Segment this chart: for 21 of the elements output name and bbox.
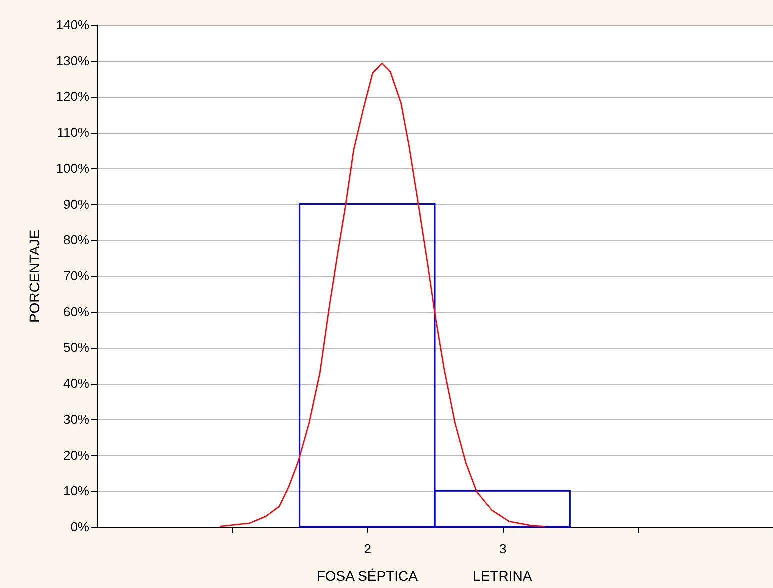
text: LETRINA	[473, 568, 533, 584]
y-tick-label: 30%	[63, 412, 90, 427]
y-tick-label: 50%	[63, 340, 90, 356]
y-tick-label: 70%	[63, 268, 90, 284]
x-tick-label: 3	[499, 542, 507, 556]
y-tick-label: 110%	[57, 125, 90, 140]
y-tick-label: 20%	[63, 448, 90, 463]
y-axis-title: PORCENTAJE	[26, 230, 42, 324]
y-tick-label: 0%	[70, 520, 90, 534]
y-tick-label: 60%	[63, 304, 90, 320]
y-tick-label: 130%	[56, 53, 90, 68]
y-tick-label: 80%	[63, 232, 90, 248]
text: FOSA SÉPTICA	[316, 568, 419, 584]
line-series	[219, 62, 546, 528]
y-tick-label: 120%	[56, 89, 90, 104]
y-tick-label: 40%	[63, 376, 90, 392]
y-tick-label: 100%	[56, 160, 90, 176]
y-tick-label: 140%	[56, 18, 90, 32]
y-tick-label: 90%	[63, 196, 90, 212]
y-tick-label: 10%	[63, 484, 90, 499]
x-tick-label: 2	[364, 542, 372, 556]
